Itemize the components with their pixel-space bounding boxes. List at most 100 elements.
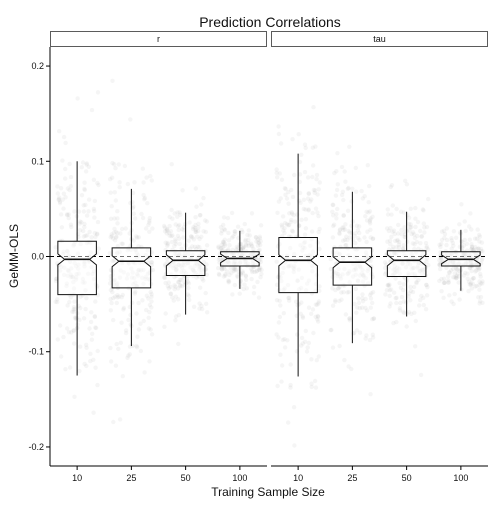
data-point [392,290,397,295]
data-point [113,166,118,171]
data-point [168,263,173,268]
data-point [405,239,410,244]
data-point [313,206,319,211]
data-point [366,266,371,271]
data-point [421,208,426,213]
data-point [65,267,71,273]
data-point [134,250,139,256]
data-point [195,234,200,239]
data-point [370,236,376,242]
data-point [306,207,311,212]
data-point [347,318,352,323]
data-point [278,275,283,280]
data-point [298,200,303,205]
data-point [473,236,478,241]
data-point [279,222,284,227]
data-point [95,231,100,236]
data-point [68,272,74,277]
data-point [141,192,146,198]
data-point [147,220,152,225]
data-point [298,311,303,316]
x-tick-label: 50 [181,473,191,483]
data-point [328,256,333,262]
data-point [451,275,456,280]
data-point [56,197,62,202]
data-point [450,260,456,265]
data-point [241,286,246,292]
data-point [123,330,129,336]
data-point [406,215,412,220]
data-point [169,233,174,239]
data-point [178,277,184,283]
data-point [130,270,135,275]
data-point [402,275,408,281]
data-point [176,280,181,285]
data-point [61,272,67,278]
data-point [258,257,263,262]
data-point [396,222,401,228]
data-point [362,194,367,199]
data-point [117,249,123,255]
data-point [306,208,311,213]
data-point [446,280,451,285]
data-point [274,282,280,287]
data-point [66,215,72,221]
data-point [251,246,256,252]
data-point [84,345,89,350]
data-point [370,317,375,322]
data-point [357,224,362,229]
data-point [83,288,88,293]
data-point [111,419,116,425]
data-point [254,269,259,274]
data-point [108,190,113,195]
data-point [249,244,255,249]
data-point [125,272,131,277]
data-point [146,315,151,320]
data-point [162,229,168,234]
data-point [235,274,240,280]
data-point [178,263,184,268]
data-point [110,236,116,241]
data-point [292,172,297,178]
data-point [130,190,136,196]
data-point [188,234,194,239]
data-point [112,162,117,167]
data-point [114,341,119,347]
data-point [204,243,210,248]
data-point [355,235,361,241]
data-point [68,295,74,300]
data-point [446,274,451,279]
data-point [219,231,224,236]
data-point [290,211,295,216]
data-point [80,280,86,285]
data-point [299,152,304,157]
x-tick-label: 100 [232,473,247,483]
data-point [114,234,119,239]
y-tick-label: -0.1 [28,347,44,357]
data-point [333,193,339,198]
data-point [134,271,140,277]
data-point [386,283,392,288]
data-point [91,357,96,362]
data-point [299,335,305,341]
data-point [179,246,184,251]
facet-strip-label: tau [373,34,386,44]
data-point [110,289,115,295]
data-point [204,219,210,224]
data-point [364,218,370,223]
data-point [479,258,484,263]
data-point [173,237,178,242]
data-point [124,276,130,281]
data-point [64,248,70,254]
data-point [138,348,144,354]
data-point [136,327,142,332]
facet-panel-r: r 10 25 50 100 [50,31,267,483]
data-point [305,196,311,201]
data-point [251,284,257,290]
data-point [133,289,138,294]
data-point [309,311,314,316]
data-point [221,215,227,220]
data-point [401,210,407,215]
data-point [173,241,178,247]
